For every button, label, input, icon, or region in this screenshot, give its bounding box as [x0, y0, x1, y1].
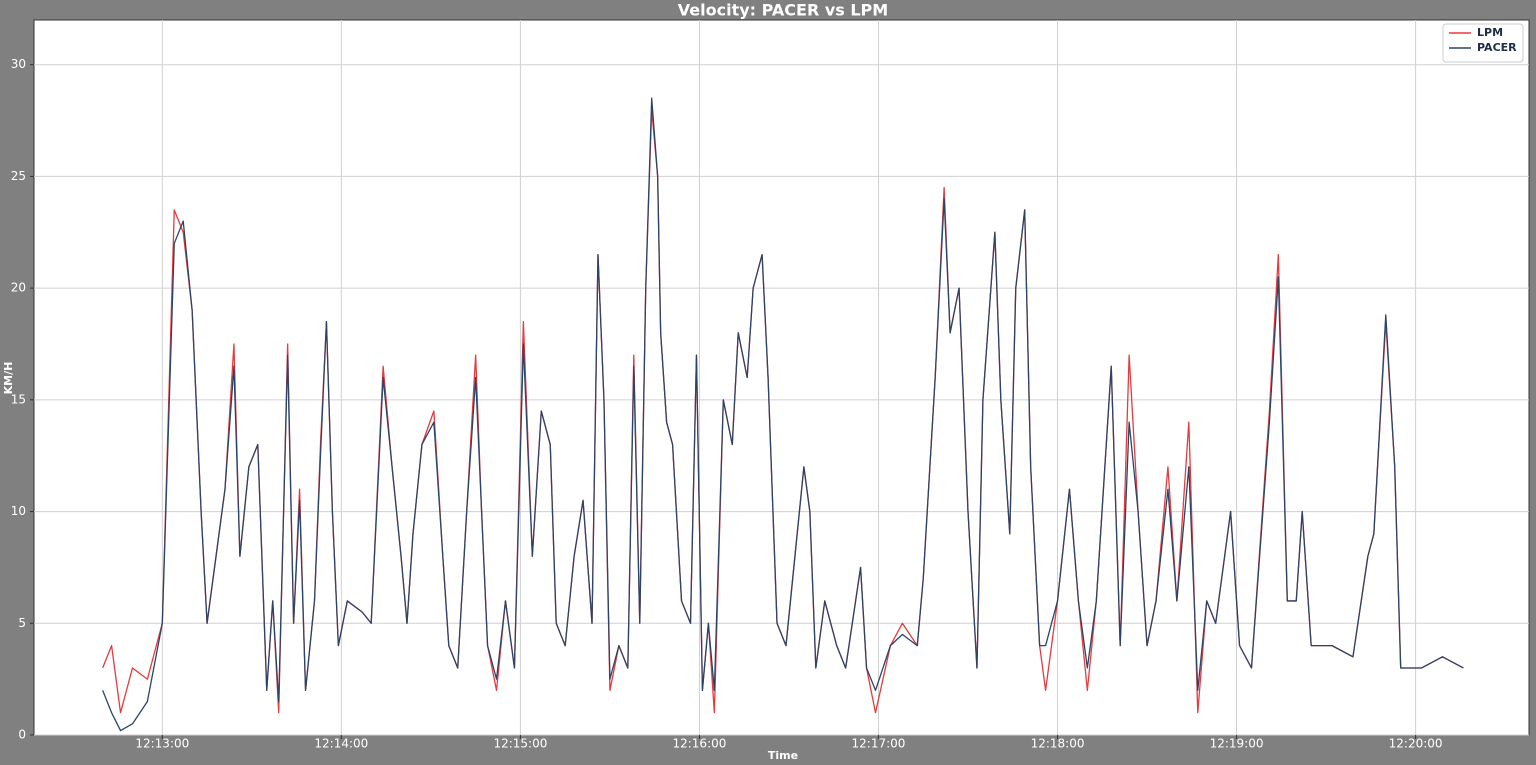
y-tick-label: 10: [11, 504, 26, 518]
x-axis-label: Time: [768, 749, 798, 762]
x-tick-label: 12:20:00: [1389, 737, 1443, 751]
legend-label: LPM: [1477, 26, 1503, 39]
y-tick-label: 15: [11, 392, 26, 406]
y-tick-label: 0: [18, 728, 26, 742]
chart-title: Velocity: PACER vs LPM: [678, 1, 888, 20]
x-tick-label: 12:15:00: [493, 737, 547, 751]
y-tick-label: 30: [11, 57, 26, 71]
x-tick-label: 12:14:00: [314, 737, 368, 751]
y-axis-label: KM/H: [2, 362, 15, 395]
y-tick-label: 20: [11, 281, 26, 295]
y-tick-label: 25: [11, 169, 26, 183]
legend: LPM PACER: [1442, 23, 1524, 63]
y-tick-label: 5: [18, 616, 26, 630]
x-tick-label: 12:17:00: [852, 737, 906, 751]
lines: [102, 97, 1464, 732]
x-tick-label: 12:16:00: [672, 737, 726, 751]
x-tick-label: 12:19:00: [1210, 737, 1264, 751]
series-line: [102, 97, 1464, 732]
grid: [30, 20, 1529, 739]
plot-area: [33, 19, 1530, 736]
x-tick-label: 12:13:00: [135, 737, 189, 751]
legend-label: PACER: [1477, 41, 1517, 54]
x-tick-label: 12:18:00: [1031, 737, 1085, 751]
